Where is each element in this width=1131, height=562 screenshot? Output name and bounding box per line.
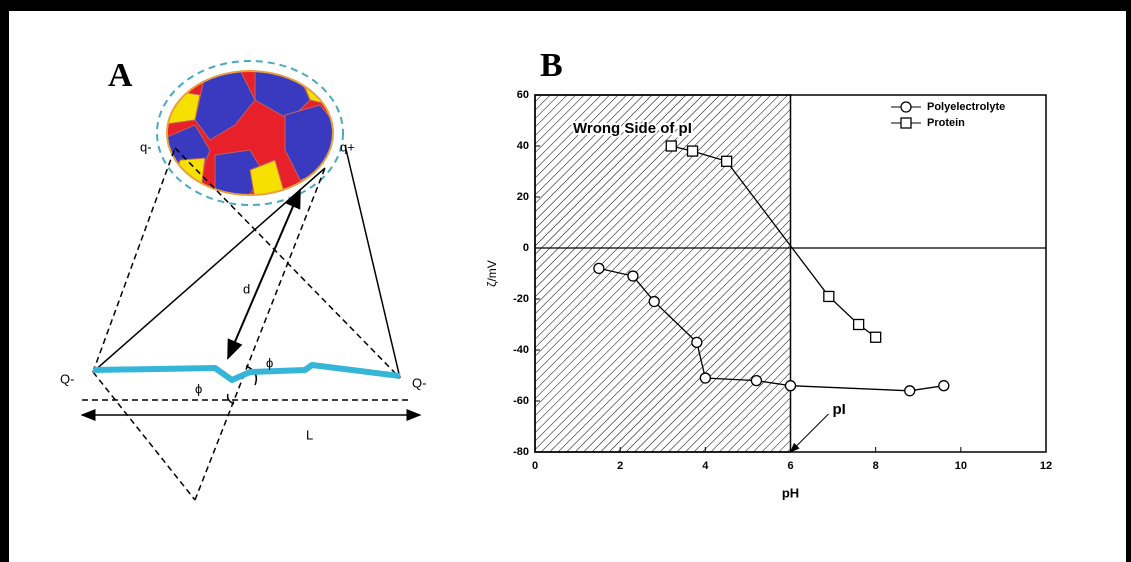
marker <box>852 318 865 331</box>
marker <box>686 145 699 157</box>
annotation-arrow <box>789 413 829 453</box>
y-tick-label: 0 <box>523 242 529 254</box>
label: Q- <box>412 375 426 390</box>
marker <box>691 336 703 349</box>
marker <box>593 262 605 275</box>
y-tick-label: -20 <box>513 293 529 305</box>
x-tick-label: 6 <box>787 460 793 472</box>
marker <box>784 380 797 392</box>
marker <box>699 372 711 384</box>
marker <box>870 331 882 343</box>
annotation: pI <box>833 401 846 418</box>
chart: Wrong Side of pI 0 2 4 6 8 10 12 -80 -60 -40 -20 0 20… <box>485 89 1052 501</box>
lines <box>80 144 422 501</box>
border-right <box>1126 0 1131 562</box>
marker <box>665 140 677 152</box>
legend-marker <box>900 117 912 129</box>
label: q- <box>140 139 152 154</box>
shaded-label: Wrong Side of pI <box>573 120 692 137</box>
x-tick-label: 8 <box>873 460 879 472</box>
x-axis-label: pH <box>782 485 799 500</box>
x-tick-label: 4 <box>702 460 709 472</box>
y-tick-label: -40 <box>513 344 529 356</box>
label: ϕ <box>266 355 273 370</box>
label: L <box>306 427 313 442</box>
panel-label: A <box>108 57 133 94</box>
y-tick-label: -80 <box>513 446 529 458</box>
label: ϕ <box>195 381 202 396</box>
label: q+ <box>340 139 355 154</box>
marker <box>750 374 763 387</box>
marker <box>627 270 639 282</box>
x-tick-label: 10 <box>955 460 967 472</box>
marker <box>904 385 916 397</box>
marker <box>938 380 950 392</box>
marker <box>720 155 733 167</box>
legend-label: Protein <box>927 117 965 129</box>
border-left <box>0 0 9 562</box>
membrane <box>92 362 401 383</box>
border-top <box>0 0 1131 11</box>
marker <box>648 295 660 308</box>
legend-label: Polyelectrolyte <box>927 101 1005 113</box>
y-axis-label: ζ/mV <box>485 260 499 287</box>
y-tick-label: 40 <box>517 140 529 152</box>
x-tick-label: 12 <box>1040 460 1052 472</box>
label: d <box>243 281 250 296</box>
x-tick-label: 2 <box>617 460 623 472</box>
panel-label: B <box>540 47 563 84</box>
x-tick-label: 0 <box>532 460 538 472</box>
y-tick-label: 60 <box>517 89 529 101</box>
marker <box>823 290 835 303</box>
y-tick-label: 20 <box>517 191 529 203</box>
y-tick-label: -60 <box>513 395 529 407</box>
outer-ellipse <box>156 60 344 206</box>
legend-marker <box>900 101 912 113</box>
shaded-region <box>534 94 792 453</box>
label: Q- <box>60 371 74 386</box>
